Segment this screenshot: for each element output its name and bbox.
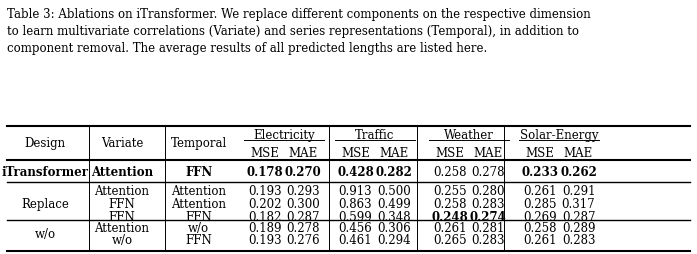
- Text: 0.261: 0.261: [523, 233, 557, 247]
- Text: 0.258: 0.258: [433, 166, 466, 179]
- Text: 0.306: 0.306: [377, 222, 411, 235]
- Text: 0.293: 0.293: [286, 185, 320, 198]
- Text: 0.262: 0.262: [560, 166, 597, 179]
- Text: 0.258: 0.258: [433, 198, 466, 211]
- Text: MSE: MSE: [526, 147, 555, 160]
- Text: Traffic: Traffic: [355, 129, 395, 142]
- Text: 0.294: 0.294: [377, 233, 411, 247]
- Text: MAE: MAE: [289, 147, 318, 160]
- Text: 0.261: 0.261: [433, 222, 466, 235]
- Text: Attention: Attention: [91, 166, 153, 179]
- Text: 0.202: 0.202: [248, 198, 282, 211]
- Text: 0.258: 0.258: [523, 222, 557, 235]
- Text: 0.456: 0.456: [339, 222, 372, 235]
- Text: 0.499: 0.499: [377, 198, 411, 211]
- Text: 0.287: 0.287: [562, 211, 595, 224]
- Text: Attention: Attention: [171, 198, 226, 211]
- Text: MSE: MSE: [435, 147, 464, 160]
- Text: 0.270: 0.270: [285, 166, 321, 179]
- Text: 0.283: 0.283: [471, 198, 505, 211]
- Text: 0.233: 0.233: [521, 166, 559, 179]
- Text: 0.265: 0.265: [433, 233, 466, 247]
- Text: 0.283: 0.283: [562, 233, 595, 247]
- Text: 0.913: 0.913: [339, 185, 372, 198]
- Text: Attention: Attention: [171, 185, 226, 198]
- Text: 0.281: 0.281: [471, 222, 505, 235]
- Text: Replace: Replace: [22, 198, 69, 211]
- Text: Design: Design: [24, 137, 66, 150]
- Text: 0.255: 0.255: [433, 185, 466, 198]
- Text: 0.317: 0.317: [562, 198, 595, 211]
- Text: 0.599: 0.599: [339, 211, 372, 224]
- Text: 0.261: 0.261: [523, 185, 557, 198]
- Text: MAE: MAE: [379, 147, 408, 160]
- Text: Electricity: Electricity: [253, 129, 315, 142]
- Text: 0.300: 0.300: [286, 198, 320, 211]
- Text: FFN: FFN: [109, 211, 135, 224]
- Text: 0.193: 0.193: [248, 185, 282, 198]
- Text: 0.193: 0.193: [248, 233, 282, 247]
- Text: Temporal: Temporal: [171, 137, 227, 150]
- Text: 0.461: 0.461: [339, 233, 372, 247]
- Text: w/o: w/o: [188, 222, 209, 235]
- Text: 0.278: 0.278: [471, 166, 505, 179]
- Text: 0.289: 0.289: [562, 222, 595, 235]
- Text: FFN: FFN: [185, 233, 212, 247]
- Text: Table 3: Ablations on iTransformer. We replace different components on the respe: Table 3: Ablations on iTransformer. We r…: [7, 8, 591, 55]
- Text: MAE: MAE: [473, 147, 503, 160]
- Text: 0.248: 0.248: [431, 211, 468, 224]
- Text: MSE: MSE: [341, 147, 370, 160]
- Text: 0.500: 0.500: [377, 185, 411, 198]
- Text: 0.283: 0.283: [471, 233, 505, 247]
- Text: 0.280: 0.280: [471, 185, 505, 198]
- Text: 0.178: 0.178: [247, 166, 283, 179]
- Text: w/o: w/o: [112, 233, 132, 247]
- Text: iTransformer: iTransformer: [2, 166, 89, 179]
- Text: 0.276: 0.276: [286, 233, 320, 247]
- Text: MSE: MSE: [250, 147, 279, 160]
- Text: 0.182: 0.182: [248, 211, 282, 224]
- Text: FFN: FFN: [185, 166, 213, 179]
- Text: 0.285: 0.285: [523, 198, 557, 211]
- Text: MAE: MAE: [564, 147, 593, 160]
- Text: Variate: Variate: [101, 137, 143, 150]
- Text: w/o: w/o: [35, 228, 56, 241]
- Text: FFN: FFN: [185, 211, 212, 224]
- Text: 0.348: 0.348: [377, 211, 411, 224]
- Text: 0.291: 0.291: [562, 185, 595, 198]
- Text: 0.428: 0.428: [337, 166, 374, 179]
- Text: 0.287: 0.287: [286, 211, 320, 224]
- Text: Weather: Weather: [444, 129, 493, 142]
- Text: Attention: Attention: [95, 222, 149, 235]
- Text: 0.189: 0.189: [248, 222, 282, 235]
- Text: 0.274: 0.274: [470, 211, 506, 224]
- Text: 0.269: 0.269: [523, 211, 557, 224]
- Text: 0.863: 0.863: [339, 198, 372, 211]
- Text: 0.278: 0.278: [286, 222, 320, 235]
- Text: 0.282: 0.282: [376, 166, 412, 179]
- Text: Attention: Attention: [95, 185, 149, 198]
- Text: FFN: FFN: [109, 198, 135, 211]
- Text: Solar-Energy: Solar-Energy: [520, 129, 599, 142]
